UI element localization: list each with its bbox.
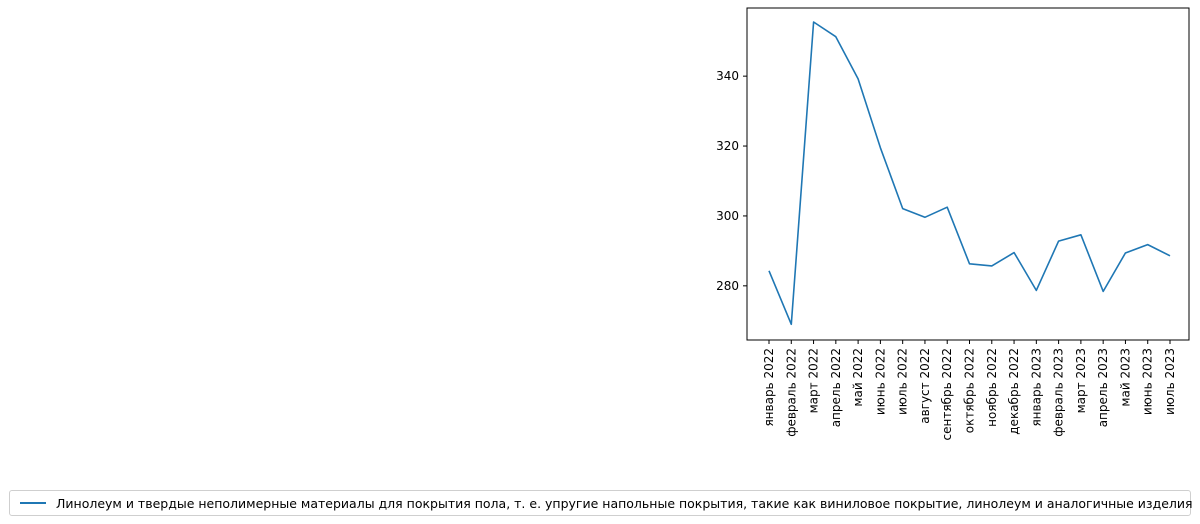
legend-label: Линолеум и твердые неполимерные материал… xyxy=(56,495,1193,511)
x-tick-label: июнь 2023 xyxy=(1141,348,1155,415)
y-tick-label: 320 xyxy=(716,139,739,153)
plot-frame xyxy=(746,7,1190,341)
x-axis: январь 2022 февраль 2022 март 2022 апрель 2… xyxy=(762,340,1177,440)
x-tick-label: ноябрь 2022 xyxy=(985,348,999,427)
y-tick-label: 280 xyxy=(716,279,739,293)
x-tick-label: июль 2023 xyxy=(1163,348,1177,415)
x-tick-label: январь 2022 xyxy=(762,348,776,427)
x-tick-label: апрель 2022 xyxy=(829,348,843,427)
series-layer xyxy=(768,21,1171,326)
x-tick-label: сентябрь 2022 xyxy=(940,348,954,440)
x-tick-label: март 2022 xyxy=(807,348,821,413)
legend-line-swatch xyxy=(20,502,46,504)
x-tick-label: май 2023 xyxy=(1118,348,1132,407)
x-tick-label: декабрь 2022 xyxy=(1007,348,1021,435)
x-tick-label: август 2022 xyxy=(918,348,932,424)
series-line-0 xyxy=(768,21,1171,326)
y-tick-label: 340 xyxy=(716,69,739,83)
legend: Линолеум и твердые неполимерные материал… xyxy=(9,490,1193,516)
x-tick-label: март 2023 xyxy=(1074,348,1088,413)
x-tick-label: июнь 2022 xyxy=(873,348,887,415)
x-tick-label: февраль 2022 xyxy=(784,348,798,437)
y-axis: 280 300 320 340 xyxy=(716,69,747,293)
x-tick-label: апрель 2023 xyxy=(1096,348,1110,427)
y-tick-label: 300 xyxy=(716,209,739,223)
x-tick-label: июль 2022 xyxy=(896,348,910,415)
x-tick-label: февраль 2023 xyxy=(1052,348,1066,437)
x-tick-label: май 2022 xyxy=(851,348,865,407)
x-tick-label: октябрь 2022 xyxy=(963,348,977,433)
x-tick-label: январь 2023 xyxy=(1029,348,1043,427)
